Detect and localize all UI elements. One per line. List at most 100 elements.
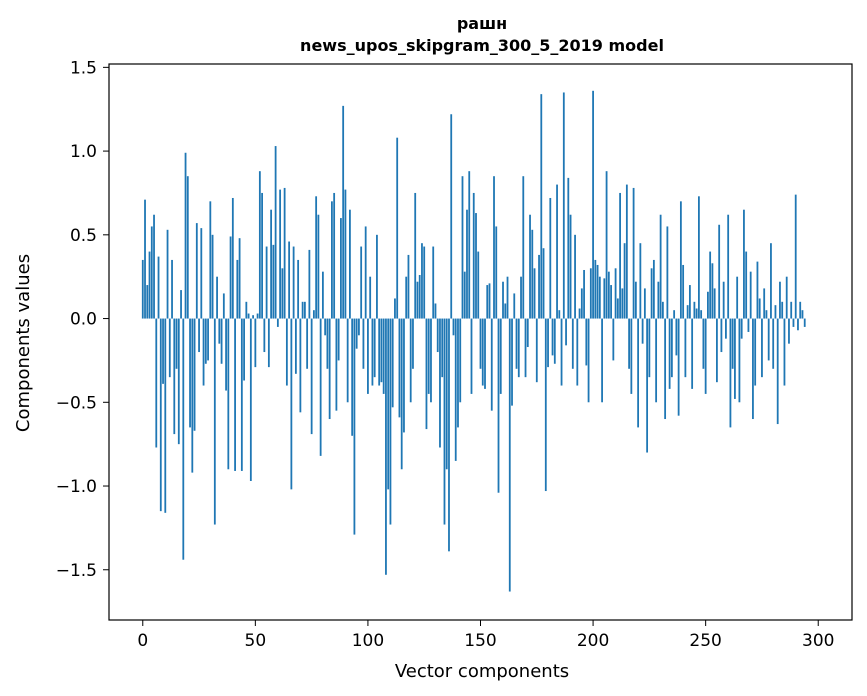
bar-158 [497,318,500,493]
bar-52 [258,171,261,319]
bar-29 [207,318,209,361]
bar-128 [430,318,432,403]
bar-262 [731,318,734,369]
bar-47 [247,313,250,319]
bar-231 [661,301,664,319]
bar-109 [387,318,390,490]
bar-165 [513,293,516,319]
bar-4 [150,226,153,319]
y-tick-label: 1.0 [70,142,97,162]
bar-53 [261,192,263,319]
bar-250 [704,318,707,394]
bar-103 [373,318,376,378]
bar-89 [342,105,345,319]
bar-257 [720,318,723,353]
bar-77 [315,196,318,319]
bar-39 [229,236,232,319]
bar-201 [594,259,597,319]
bar-132 [439,318,441,448]
bar-86 [335,318,338,411]
bar-155 [490,318,493,411]
bar-272 [754,318,757,386]
bar-154 [488,283,491,319]
x-tick-label: 150 [464,631,496,651]
bar-196 [583,269,585,319]
bar-235 [670,318,673,378]
bar-8 [159,318,162,512]
bar-168 [520,276,522,319]
bar-25 [198,318,200,353]
bar-184 [556,184,558,319]
bar-166 [515,318,518,369]
bars-group [141,90,806,592]
bar-58 [272,244,275,319]
bar-199 [589,268,592,319]
bar-101 [369,276,372,319]
bar-161 [504,303,507,319]
bar-41 [234,318,236,471]
bar-206 [605,171,608,319]
bar-217 [630,318,633,394]
bar-229 [657,281,660,319]
y-tick-label: 1.5 [70,58,97,78]
bar-237 [675,318,678,356]
bar-290 [794,194,797,319]
bar-212 [619,192,621,319]
bar-173 [531,229,534,319]
bar-219 [634,281,637,319]
bar-271 [752,318,754,420]
bar-232 [664,318,667,420]
bar-238 [677,318,680,416]
bar-116 [403,318,405,433]
bar-14 [173,318,176,435]
bar-32 [213,318,216,525]
bar-28 [204,318,207,364]
bar-74 [308,249,311,319]
bar-190 [569,214,572,319]
bar-186 [560,318,563,386]
y-tick-label: 0.0 [70,310,97,330]
bar-251 [707,291,709,319]
bar-267 [743,209,745,319]
bar-79 [319,318,322,456]
bar-81 [324,318,327,336]
bar-170 [524,318,527,378]
bar-136 [448,318,450,552]
bar-215 [625,184,628,319]
bar-239 [679,201,682,319]
bar-210 [614,268,617,319]
bar-44 [240,318,243,471]
bar-282 [776,318,779,425]
bar-214 [623,243,626,319]
bar-18 [182,318,185,560]
bar-192 [574,234,576,319]
bar-194 [578,308,581,319]
bar-64 [285,318,288,386]
bar-218 [632,187,635,319]
bar-50 [254,318,257,368]
bar-253 [711,263,714,319]
bar-126 [425,318,428,430]
bar-117 [405,276,408,319]
bar-242 [686,305,689,319]
bar-294 [803,318,806,327]
x-tick-label: 250 [689,631,721,651]
bar-169 [522,176,525,319]
bar-90 [344,189,347,319]
bar-233 [666,226,669,319]
bar-146 [470,318,473,394]
bar-288 [790,301,793,319]
bar-152 [484,318,486,389]
plot-frame [108,63,853,621]
bar-57 [270,209,273,319]
bar-289 [792,318,795,327]
chart-subtitle: news_upos_skipgram_300_5_2019 model [300,36,664,55]
bar-76 [312,310,315,319]
bar-125 [423,246,426,319]
bar-164 [511,318,513,406]
chart-title: рашн [457,14,507,33]
title-group: рашн news_upos_skipgram_300_5_2019 model [300,14,664,55]
bar-236 [673,310,676,319]
x-tick-label: 100 [352,631,384,651]
